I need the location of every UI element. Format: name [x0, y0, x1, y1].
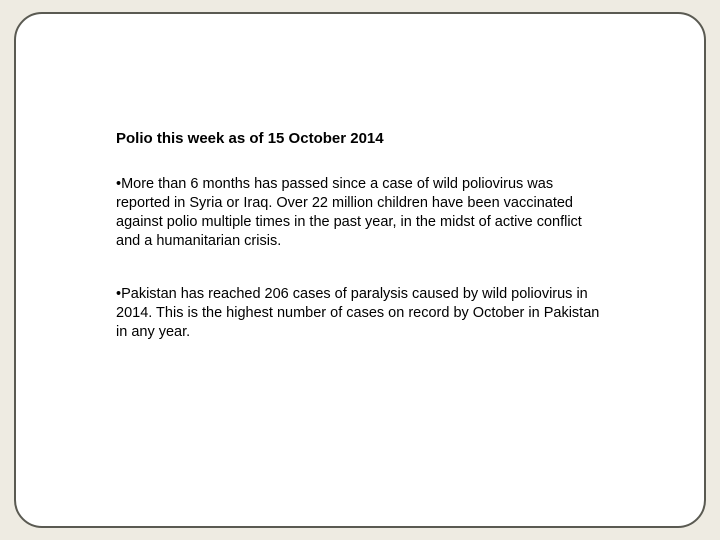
- bullet-text: More than 6 months has passed since a ca…: [116, 176, 582, 249]
- slide-title: Polio this week as of 15 October 2014: [116, 129, 604, 149]
- bullet-text: Pakistan has reached 206 cases of paraly…: [116, 286, 599, 340]
- content-area: Polio this week as of 15 October 2014 •M…: [116, 129, 604, 376]
- bullet-item: •More than 6 months has passed since a c…: [116, 175, 604, 252]
- bullet-item: •Pakistan has reached 206 cases of paral…: [116, 285, 604, 342]
- slide-frame: Polio this week as of 15 October 2014 •M…: [14, 12, 706, 528]
